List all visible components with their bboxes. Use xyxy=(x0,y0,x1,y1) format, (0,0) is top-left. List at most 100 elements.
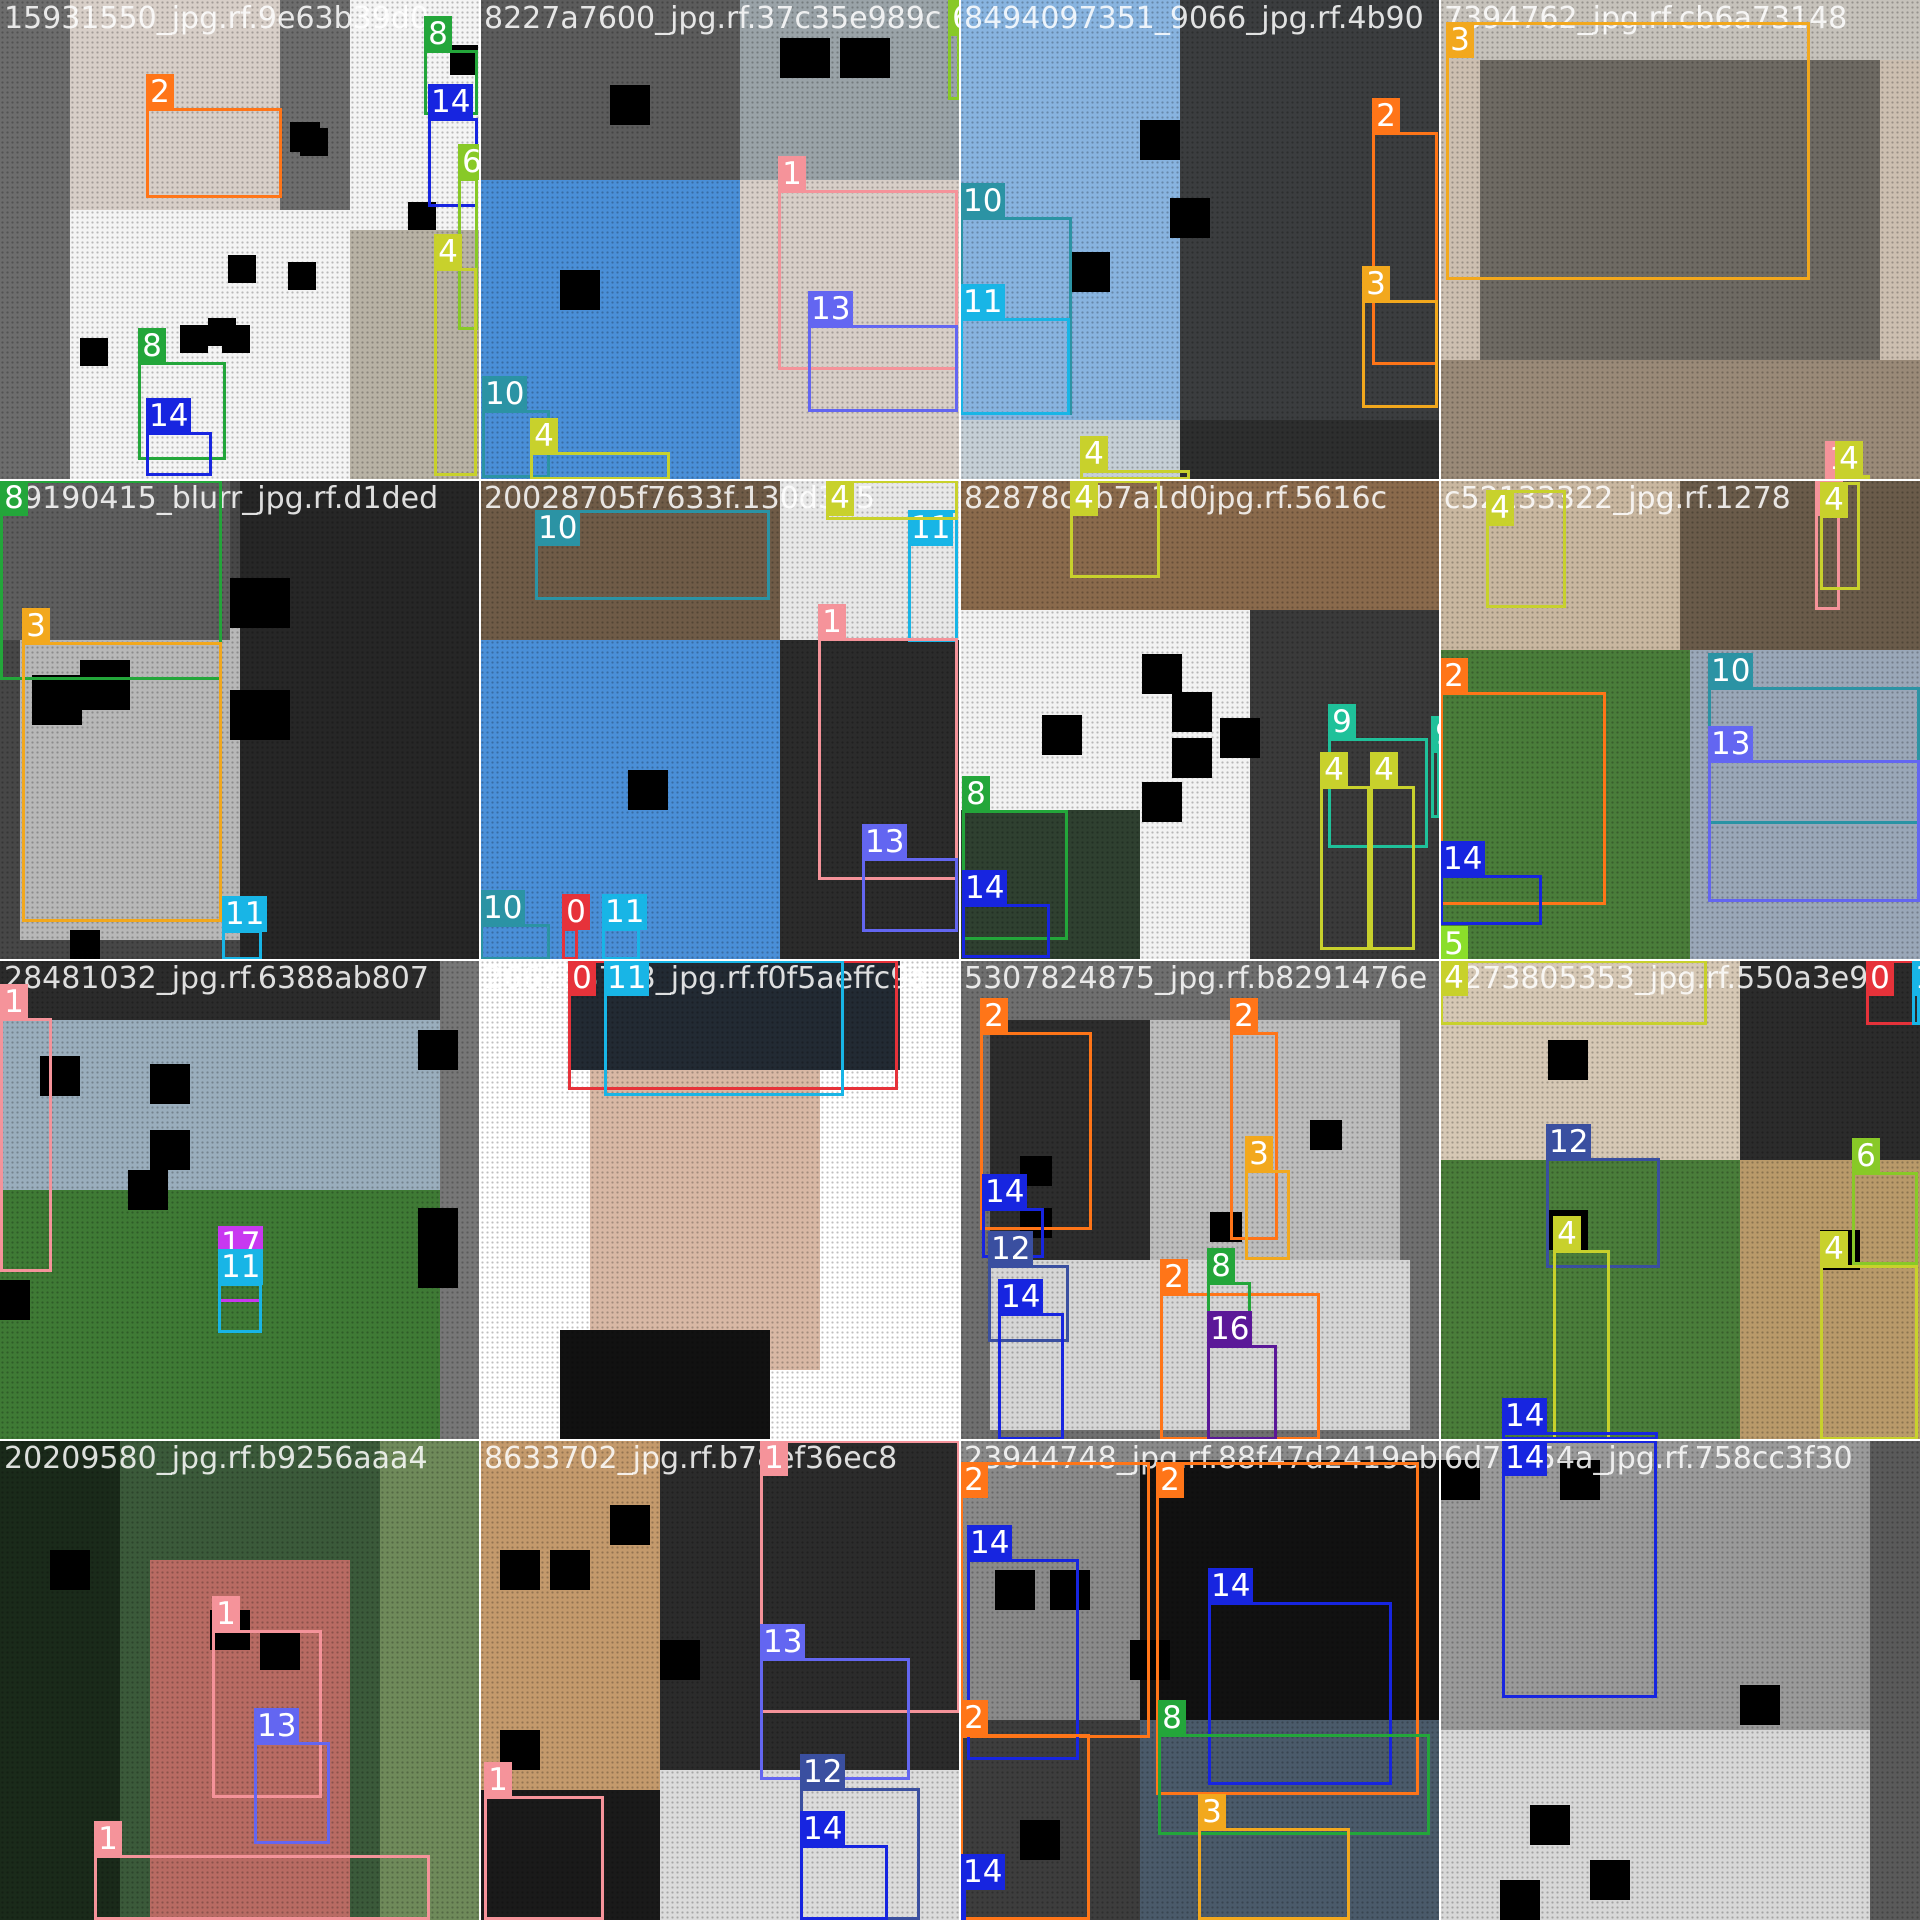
detection-box-class-14: 14 xyxy=(960,1854,1006,1920)
mosaic-tile: 4273805353_jpg.rf.550a3e9a40111264414 xyxy=(1440,960,1920,1440)
detection-class-label: 10 xyxy=(482,376,528,412)
detection-class-label: 13 xyxy=(808,291,854,327)
detection-class-label: 8 xyxy=(0,480,28,516)
detection-class-label: 11 xyxy=(604,960,650,996)
photo-region xyxy=(740,180,960,480)
cutout-occluder xyxy=(222,325,250,353)
detection-box-class-13: 13 xyxy=(760,1624,910,1780)
detection-class-label: 9 xyxy=(1431,716,1440,752)
mosaic-tile: 28481032_jpg.rf.6388ab807 1 17 11 xyxy=(0,960,480,1440)
photo-region xyxy=(740,0,960,180)
mosaic-tile: 82878cab7a1d0jpg.rf.5616c49944814 xyxy=(960,480,1440,960)
detection-box-class-1: 1 xyxy=(818,604,958,880)
detection-box-class-14: 14 xyxy=(800,1811,888,1920)
photo-region xyxy=(1480,60,1880,360)
detection-class-label: 0 xyxy=(568,960,596,996)
detection-box-class-4: 4 xyxy=(1835,441,1870,480)
detection-class-label: 3 xyxy=(22,608,50,644)
detection-box-class-3: 3 xyxy=(1245,1136,1290,1260)
cutout-occluder xyxy=(610,1505,650,1545)
mosaic-tile: 8227a7600_jpg.rf.37c35e989c6113104 xyxy=(480,0,960,480)
detection-class-label: 2 xyxy=(146,74,174,110)
photo-region xyxy=(1740,1160,1920,1440)
detection-class-label: 14 xyxy=(998,1279,1044,1315)
detection-box-class-6: 6 xyxy=(1852,1138,1918,1265)
photo-region xyxy=(150,1560,350,1920)
photo-region xyxy=(1440,0,1920,60)
detection-box-class-14: 14 xyxy=(146,398,212,476)
detection-box-class-10: 10 xyxy=(480,890,550,960)
cutout-occluder xyxy=(418,1248,458,1288)
detection-class-label: 13 xyxy=(862,824,908,860)
detection-box-class-4: 4 xyxy=(1820,1231,1918,1440)
detection-class-label: 10 xyxy=(1708,653,1754,689)
cutout-occluder xyxy=(150,1130,190,1170)
detection-class-label: 4 xyxy=(1320,752,1348,788)
detection-class-label: 11 xyxy=(218,1249,264,1285)
photo-region xyxy=(960,480,1440,610)
cutout-occluder xyxy=(1500,1880,1540,1920)
detection-box-class-2: 2 xyxy=(1156,1462,1419,1795)
detection-class-label: 4 xyxy=(434,234,462,270)
detection-box-class-4: 4 xyxy=(1820,482,1860,590)
detection-class-label: 4 xyxy=(1820,482,1848,518)
detection-class-label: 4 xyxy=(1486,490,1514,526)
cutout-occluder xyxy=(230,690,290,740)
detection-box-class-2: 2 xyxy=(1440,658,1606,905)
detection-class-label: 1 xyxy=(818,604,846,640)
detection-class-label: 4 xyxy=(530,418,558,454)
detection-class-label: 4 xyxy=(826,480,854,516)
detection-box-class-4: 4 xyxy=(1553,1216,1610,1440)
cutout-occluder xyxy=(228,255,256,283)
detection-box-class-11: 11 xyxy=(602,894,648,960)
detection-class-label: 3 xyxy=(1245,1136,1273,1172)
cutout-occluder xyxy=(80,660,130,710)
detection-box-class-1: 1 xyxy=(484,1762,604,1920)
photo-region xyxy=(0,1020,440,1190)
detection-box-class-1: 1 xyxy=(94,1821,430,1920)
cutout-occluder xyxy=(1740,1685,1780,1725)
mosaic-tile: 7394762_jpg.rf.cb6a73148314 xyxy=(1440,0,1920,480)
detection-class-label: 13 xyxy=(760,1624,806,1660)
detection-class-label: 6 xyxy=(1852,1138,1880,1174)
detection-box-class-1: 1 xyxy=(212,1596,322,1798)
detection-class-label: 1 xyxy=(0,984,28,1020)
detection-class-label: 4 xyxy=(1440,960,1468,996)
cutout-occluder xyxy=(0,1280,30,1320)
detection-class-label: 4 xyxy=(1370,752,1398,788)
detection-box-class-10: 10 xyxy=(482,376,550,478)
detection-box-class-4: 4 xyxy=(1080,436,1190,480)
photo-region xyxy=(480,180,740,480)
detection-class-label: 3 xyxy=(1362,266,1390,302)
detection-box-class-11: 11 xyxy=(960,284,1070,415)
detection-class-label: 2 xyxy=(1160,1259,1188,1295)
detection-class-label: 14 xyxy=(1208,1568,1254,1604)
photo-region xyxy=(1440,650,1690,960)
detection-class-label: 6 xyxy=(458,144,480,180)
detection-box-class-4: 4 xyxy=(1440,960,1707,1025)
detection-box-class-14: 14 xyxy=(1502,1398,1658,1440)
detection-box-class-14: 14 xyxy=(1440,841,1542,925)
detection-class-label: 2 xyxy=(980,998,1008,1034)
detection-box-class-2: 2 xyxy=(1372,98,1438,365)
detection-class-label: 14 xyxy=(1502,1440,1548,1476)
detection-class-label: 10 xyxy=(535,510,581,546)
detection-box-class-8: 8 xyxy=(1158,1700,1430,1835)
cutout-occluder xyxy=(300,128,328,156)
cutout-occluder xyxy=(1050,1570,1090,1610)
mosaic-tile: 6d76c54a_jpg.rf.758cc3f30 14 xyxy=(1440,1440,1920,1920)
detection-box-class-14: 14 xyxy=(1502,1440,1657,1698)
detection-box-class-3: 3 xyxy=(1362,266,1438,408)
cutout-occluder xyxy=(840,38,890,78)
detection-class-label: 8 xyxy=(1207,1248,1235,1284)
photo-region xyxy=(1180,420,1440,480)
cutout-occluder xyxy=(80,338,108,366)
cutout-occluder xyxy=(1440,1460,1480,1500)
cutout-occluder xyxy=(1548,1040,1588,1080)
detection-box-class-10: 10 xyxy=(535,510,770,600)
cutout-occluder xyxy=(32,675,82,725)
photo-region xyxy=(70,0,280,210)
cutout-occluder xyxy=(1042,715,1082,755)
photo-region xyxy=(1690,650,1920,960)
detection-class-label: 4 xyxy=(1820,1231,1848,1267)
